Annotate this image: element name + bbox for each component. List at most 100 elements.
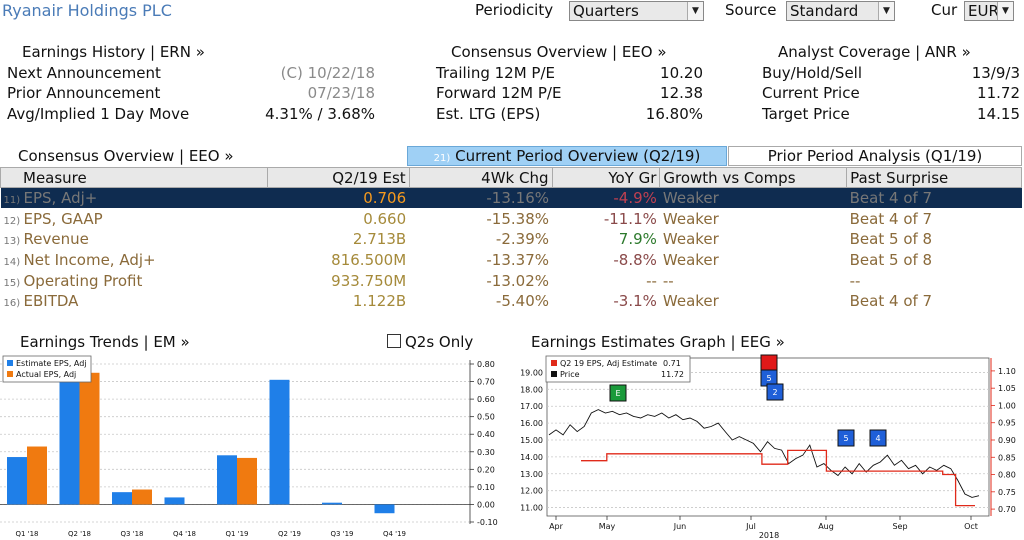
price-line	[548, 409, 980, 498]
earnings-trends-title[interactable]: Earnings Trends | EM »	[20, 333, 190, 351]
tab-current-number: 21)	[433, 153, 451, 164]
consensus-table-title[interactable]: Consensus Overview | EEO »	[18, 147, 234, 165]
earnings-marker-icon: E	[609, 384, 627, 402]
x-tick-label: Q1 '19	[225, 530, 248, 538]
marker-label: 4	[875, 434, 880, 443]
chevron-down-icon[interactable]: ▼	[687, 2, 703, 20]
marker-box	[837, 429, 855, 447]
marker-box	[766, 383, 784, 401]
currency-select[interactable]: EUR ▼	[964, 1, 1014, 21]
y-tick-label-left: 19.00	[520, 368, 543, 377]
analyst-coverage-title[interactable]: Analyst Coverage | ANR »	[778, 43, 971, 61]
legend-estimate-label: Q2 19 EPS, Adj Estimate	[560, 359, 657, 368]
legend-estimate-value: 0.71	[663, 359, 681, 368]
eeg-axis: 19.00 18.00 17.00 16.00 15.00 14.00 13.00 12.00…	[520, 358, 1016, 540]
row-yoy: --	[646, 271, 657, 290]
day-move-label: Avg/Implied 1 Day Move	[7, 105, 190, 123]
legend-actual-label: Actual EPS, Adj	[16, 370, 76, 379]
row-chg: -5.40%	[495, 292, 549, 311]
x-year-label: 2018	[759, 531, 779, 540]
row-measure: Revenue	[23, 230, 89, 249]
next-announcement-label: Next Announcement	[7, 64, 161, 82]
actual-bar	[132, 489, 152, 505]
earnings-trends-chart: 0.80 0.70 0.60 0.50 0.40 0.30 0.20 0.10 0.00 -0.1…	[0, 355, 498, 538]
forward-pe-value: 12.38	[660, 84, 703, 102]
y-tick-label: 0.00	[477, 500, 495, 509]
row-index: 12)	[3, 215, 21, 227]
current-price-label: Current Price	[762, 84, 860, 102]
trailing-pe-label: Trailing 12M P/E	[436, 64, 555, 82]
marker-label: 5	[766, 374, 771, 383]
actual-bar	[27, 446, 47, 505]
chevron-down-icon[interactable]: ▼	[997, 2, 1013, 20]
x-tick-label: Apr	[549, 522, 564, 531]
buy-hold-sell-label: Buy/Hold/Sell	[762, 64, 863, 82]
estimate-bar	[164, 497, 185, 505]
y-tick-label-right: 0.80	[998, 471, 1016, 480]
trailing-pe-value: 10.20	[660, 64, 703, 82]
y-tick-label: 0.20	[477, 465, 495, 474]
consensus-overview-title[interactable]: Consensus Overview | EEO »	[451, 43, 667, 61]
marker-box	[869, 429, 887, 447]
row-measure: EBITDA	[23, 292, 79, 311]
chevron-down-icon[interactable]: ▼	[878, 2, 894, 20]
analyst-marker-icon: 2	[766, 383, 784, 401]
x-tick-label: Sep	[892, 522, 907, 531]
col-measure[interactable]: Measure	[0, 167, 268, 188]
y-tick-label: 0.70	[477, 378, 495, 387]
source-label: Source	[725, 1, 777, 19]
row-measure: Net Income, Adj+	[23, 250, 156, 269]
tab-prior-period[interactable]: Prior Period Analysis (Q1/19)	[728, 146, 1022, 166]
row-growth: Weaker	[662, 209, 719, 228]
table-row[interactable]: 15) Operating Profit 933.750M -13.02% -- …	[1, 270, 1022, 291]
earnings-history-title[interactable]: Earnings History | ERN »	[22, 43, 205, 61]
col-yoy-gr[interactable]: YoY Gr	[551, 167, 661, 188]
y-tick-label: 0.60	[477, 395, 495, 404]
trends-bars	[7, 372, 395, 514]
x-tick-label: Q4 '19	[383, 530, 406, 538]
row-est: 2.713B	[352, 230, 407, 249]
y-tick-label: 0.10	[477, 483, 495, 492]
estimate-bar	[7, 457, 27, 505]
row-est: 816.500M	[331, 250, 407, 269]
tab-current-label: Current Period Overview (Q2/19)	[455, 147, 701, 165]
y-tick-label-left: 15.00	[520, 436, 543, 445]
source-select[interactable]: Standard ▼	[786, 1, 895, 21]
y-tick-label: 0.30	[477, 448, 495, 457]
estimate-bar	[59, 378, 80, 505]
marker-box	[609, 384, 627, 402]
checkbox-icon[interactable]	[387, 334, 401, 348]
table-row[interactable]: 13) Revenue 2.713B -2.39% 7.9% Weaker Bea…	[1, 229, 1022, 250]
x-tick-label: Oct	[964, 522, 978, 531]
estimates-graph-title[interactable]: Earnings Estimates Graph | EEG »	[531, 333, 785, 351]
prior-announcement-value: 07/23/18	[307, 84, 375, 102]
target-price-label: Target Price	[762, 105, 850, 123]
table-row[interactable]: 12) EPS, GAAP 0.660 -15.38% -11.1% Weaker…	[1, 208, 1022, 229]
tab-current-period[interactable]: 21) Current Period Overview (Q2/19)	[407, 146, 727, 166]
y-tick-label-left: 11.00	[520, 504, 543, 513]
table-row[interactable]: 14) Net Income, Adj+ 816.500M -13.37% -8.…	[1, 250, 1022, 271]
row-measure: EPS, Adj+	[23, 189, 98, 208]
y-tick-label-left: 12.00	[520, 487, 543, 496]
table-row[interactable]: 11) EPS, Adj+ 0.706 -13.16% -4.9% Weaker …	[0, 187, 1022, 209]
y-tick-label-left: 16.00	[520, 419, 543, 428]
table-header-row: Measure Q2/19 Est 4Wk Chg YoY Gr Growth …	[0, 167, 1022, 188]
row-growth: --	[662, 271, 674, 290]
col-surprise[interactable]: Past Surprise	[846, 167, 1022, 188]
col-4wk-chg[interactable]: 4Wk Chg	[408, 167, 553, 188]
row-index: 15)	[3, 277, 21, 289]
next-announcement-value: (C) 10/22/18	[280, 64, 375, 82]
forward-pe-label: Forward 12M P/E	[436, 84, 562, 102]
col-growth[interactable]: Growth vs Comps	[659, 167, 848, 188]
table-row[interactable]: 16) EBITDA 1.122B -5.40% -3.1% Weaker Bea…	[1, 291, 1022, 312]
y-tick-label-right: 0.95	[998, 419, 1016, 428]
y-tick-label: -0.10	[477, 518, 498, 527]
row-yoy: 7.9%	[618, 230, 657, 249]
row-chg: -13.16%	[409, 187, 552, 209]
periodicity-select[interactable]: Quarters ▼	[569, 1, 704, 21]
col-est[interactable]: Q2/19 Est	[266, 167, 410, 188]
y-tick-label-right: 0.70	[998, 505, 1016, 514]
row-chg: -15.38%	[486, 209, 549, 228]
q2s-only-checkbox[interactable]: Q2s Only	[387, 333, 473, 351]
row-growth: Weaker	[659, 187, 847, 209]
